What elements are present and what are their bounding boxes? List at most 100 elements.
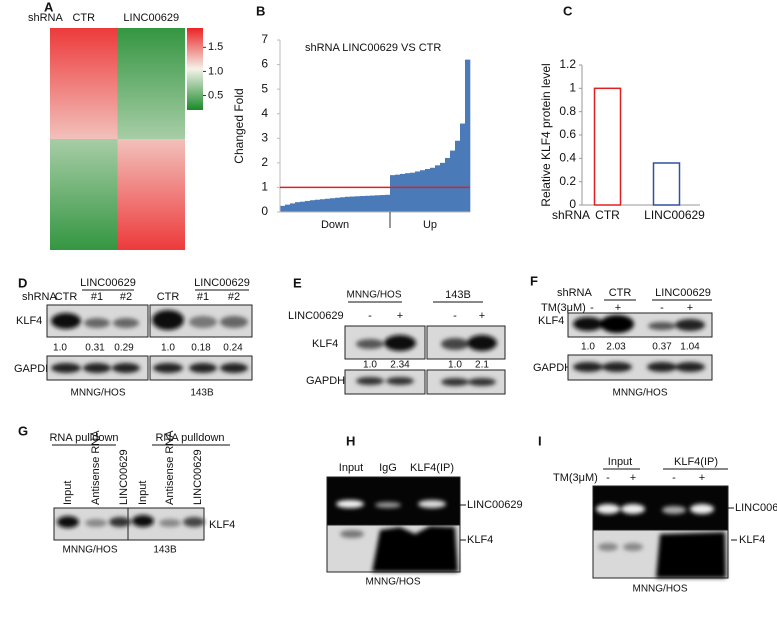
colorbar-label: 1.5	[208, 41, 223, 53]
y-tick-label: 0.4	[559, 151, 576, 165]
y-axis-title: Relative KLF4 protein level	[539, 63, 553, 206]
protein-label: KLF4	[538, 315, 564, 327]
band	[384, 335, 416, 351]
cell-label: MNNG/HOS	[633, 584, 688, 595]
header: RNA pulldown	[49, 432, 118, 444]
lane-label: LINC00629	[192, 449, 204, 505]
band	[356, 339, 384, 349]
band	[220, 316, 248, 328]
band	[441, 338, 469, 350]
band	[386, 377, 414, 385]
bar	[305, 200, 311, 212]
panel-h: Input IgG KLF4(IP) LINC00629 KLF4 MNNG/H…	[326, 462, 523, 588]
y-tick-label: 6	[261, 57, 268, 71]
bar	[315, 199, 321, 212]
bar	[435, 165, 441, 212]
bar	[370, 195, 376, 212]
bar	[430, 167, 436, 212]
y-tick-label: 7	[261, 32, 268, 46]
lane-label: +	[630, 472, 636, 484]
quant: 1.0	[581, 342, 595, 353]
row-label: shRNA	[22, 291, 58, 303]
bar	[300, 201, 306, 212]
lane-label: +	[479, 310, 485, 322]
bands	[573, 315, 705, 333]
panel-d: LINC00629 LINC00629 shRNA CTR #1 #2 CTR …	[14, 277, 253, 399]
band	[220, 363, 248, 373]
bar	[355, 196, 361, 212]
band	[656, 532, 726, 578]
protein-label: GAPDH	[306, 375, 345, 387]
y-tick-label: 5	[261, 81, 268, 95]
quant: 0.31	[85, 343, 105, 354]
panel-g: RNA pulldown RNA pulldown Input Antisens…	[49, 430, 235, 556]
panel-letter: G	[18, 423, 28, 438]
bar	[295, 202, 301, 212]
group-label: Up	[423, 219, 437, 231]
band	[372, 526, 458, 572]
colorbar-label: 0.5	[208, 89, 223, 101]
band	[573, 317, 603, 331]
band	[375, 502, 401, 508]
panel-letter: H	[346, 433, 355, 448]
protein-label: GAPDH	[14, 363, 53, 375]
y-tick-label: 3	[261, 130, 268, 144]
quant: 0.37	[652, 342, 672, 353]
band	[598, 543, 618, 551]
row-label: TM(3μM)	[541, 302, 586, 314]
header: MNNG/HOS	[347, 290, 402, 301]
target-label: LINC00629	[735, 502, 777, 514]
lane-label: Antisense RNA	[164, 430, 176, 505]
cell-label: MNNG/HOS	[366, 577, 421, 588]
band	[51, 363, 81, 373]
band	[340, 530, 364, 538]
column-label: CTR	[72, 12, 95, 24]
target-label: KLF4	[467, 534, 493, 546]
lane-label: Antisense RNA	[90, 430, 102, 505]
quant: 2.03	[606, 342, 626, 353]
band	[112, 363, 140, 373]
quant: 1.0	[161, 343, 175, 354]
header: CTR	[609, 287, 632, 299]
chart-title: shRNA LINC00629 VS CTR	[305, 42, 441, 54]
panel-letter: B	[256, 3, 265, 18]
bar	[335, 197, 341, 212]
bar	[285, 204, 291, 212]
band	[83, 363, 111, 373]
bar	[340, 197, 346, 212]
lane-label: +	[699, 472, 705, 484]
y-tick-label: 0.2	[559, 174, 576, 188]
lane-label: +	[687, 302, 693, 314]
x-axis-label: shRNA	[28, 12, 64, 24]
band	[113, 318, 139, 328]
panel-letter: C	[563, 3, 573, 18]
band	[189, 363, 217, 373]
y-tick-label: 1.2	[559, 57, 576, 71]
quant: 2.1	[475, 360, 489, 371]
lane-label: Input	[137, 481, 149, 505]
bar	[652, 162, 681, 206]
group-label: Down	[321, 219, 349, 231]
y-tick-label: 0.8	[559, 104, 576, 118]
bands	[336, 500, 446, 508]
band	[596, 504, 620, 514]
header: LINC00629	[655, 287, 711, 299]
cell-label: 143B	[153, 545, 177, 556]
target-label: LINC00629	[467, 499, 523, 511]
lane-label: Input	[339, 462, 363, 474]
bar	[280, 205, 286, 212]
panel-f: shRNA CTR LINC00629 TM(3μM) - + - + KLF4…	[533, 287, 713, 399]
bar	[360, 196, 366, 212]
bands	[356, 335, 497, 351]
y-tick-label: 4	[261, 106, 268, 120]
header: KLF4(IP)	[674, 456, 718, 468]
colorbar-label: 1.0	[208, 65, 223, 77]
y-tick-label: 0	[261, 204, 268, 218]
row-label: TM(3μM)	[553, 472, 598, 484]
bar	[350, 196, 356, 212]
bar	[425, 169, 431, 212]
band	[602, 362, 632, 372]
target-label: KLF4	[739, 534, 765, 546]
lane-label: -	[606, 472, 610, 484]
